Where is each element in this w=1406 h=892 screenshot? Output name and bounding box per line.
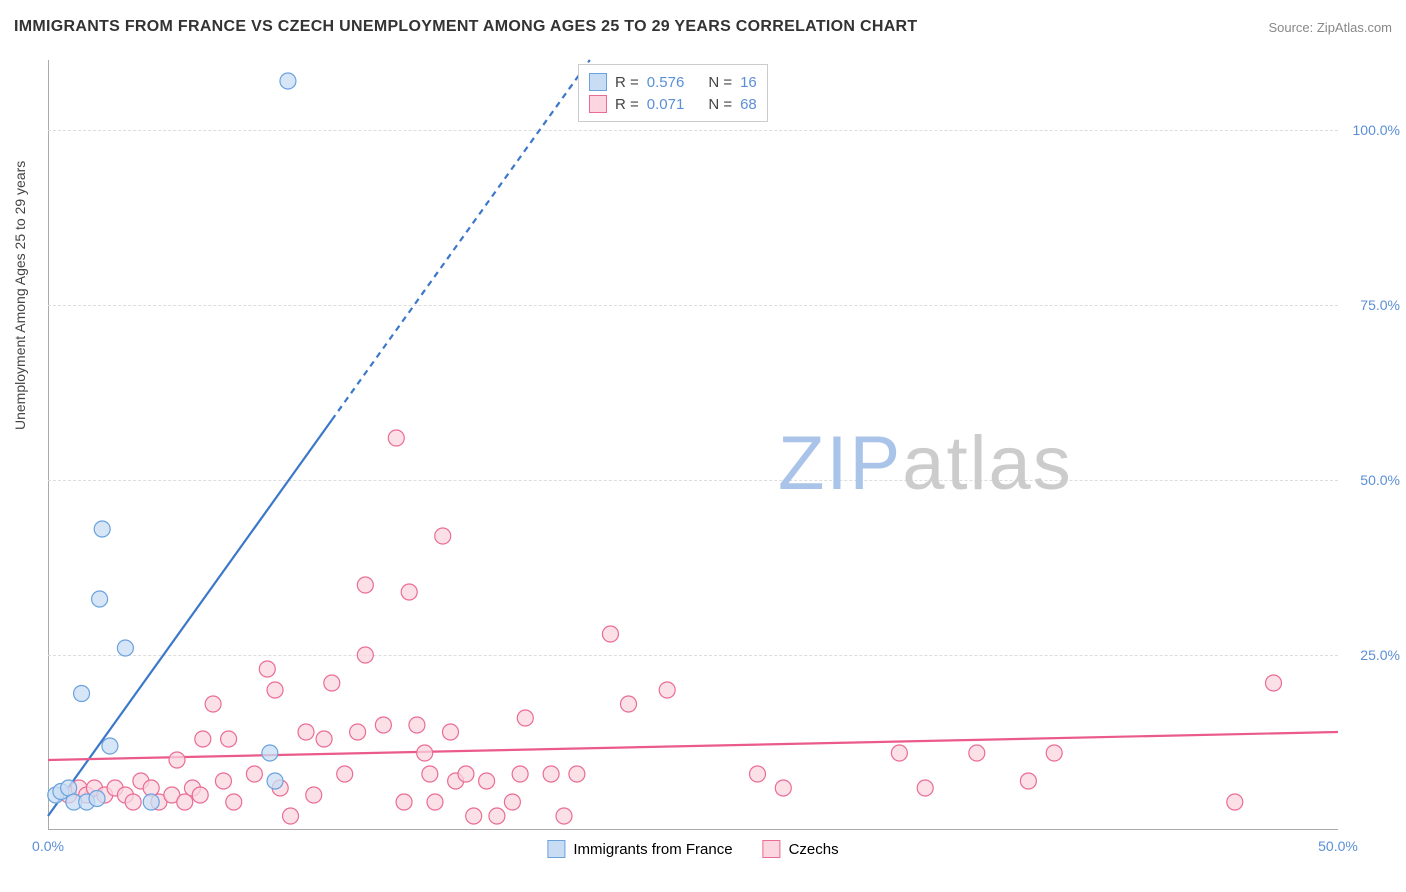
data-point [396,794,412,810]
data-point [1020,773,1036,789]
data-point [504,794,520,810]
n-value-czechs: 68 [740,96,757,113]
n-label: N = [708,74,732,91]
data-point [1227,794,1243,810]
data-point [262,745,278,761]
data-point [442,724,458,740]
data-point [324,675,340,691]
chart-title: IMMIGRANTS FROM FRANCE VS CZECH UNEMPLOY… [14,18,918,36]
legend-row-france: R = 0.576 N = 16 [589,71,757,93]
data-point [298,724,314,740]
data-point [316,731,332,747]
data-point [94,521,110,537]
y-tick-label: 25.0% [1344,647,1400,663]
data-point [543,766,559,782]
data-point [283,808,299,824]
data-point [337,766,353,782]
data-point [267,773,283,789]
data-point [350,724,366,740]
chart-canvas [48,60,1338,830]
data-point [102,738,118,754]
data-point [357,647,373,663]
data-point [125,794,141,810]
correlation-legend: R = 0.576 N = 16 R = 0.071 N = 68 [578,64,768,122]
series-legend-czechs: Czechs [763,840,839,858]
data-point [177,794,193,810]
data-point [602,626,618,642]
data-point [226,794,242,810]
trend-line-dashed [332,60,590,420]
r-label: R = [615,74,639,91]
data-point [569,766,585,782]
y-axis-label: Unemployment Among Ages 25 to 29 years [12,161,28,430]
data-point [205,696,221,712]
data-point [427,794,443,810]
data-point [466,808,482,824]
y-tick-label: 50.0% [1344,472,1400,488]
data-point [775,780,791,796]
data-point [458,766,474,782]
r-value-czechs: 0.071 [647,96,685,113]
data-point [192,787,208,803]
title-bar: IMMIGRANTS FROM FRANCE VS CZECH UNEMPLOY… [14,18,1392,36]
r-value-france: 0.576 [647,74,685,91]
data-point [517,710,533,726]
data-point [659,682,675,698]
legend-swatch-czechs [589,95,607,113]
data-point [117,640,133,656]
data-point [306,787,322,803]
source-attribution: Source: ZipAtlas.com [1268,20,1392,35]
data-point [221,731,237,747]
x-tick-label: 0.0% [32,838,64,854]
data-point [280,73,296,89]
data-point [215,773,231,789]
n-value-france: 16 [740,74,757,91]
data-point [1266,675,1282,691]
series-legend-france: Immigrants from France [547,840,732,858]
data-point [388,430,404,446]
data-point [143,794,159,810]
data-point [479,773,495,789]
series-name-france: Immigrants from France [573,841,732,858]
data-point [74,686,90,702]
data-point [422,766,438,782]
legend-swatch-france [589,73,607,91]
data-point [89,791,105,807]
data-point [267,682,283,698]
r-label: R = [615,96,639,113]
legend-swatch-czechs [763,840,781,858]
series-legend: Immigrants from France Czechs [547,840,838,858]
data-point [512,766,528,782]
data-point [917,780,933,796]
data-point [409,717,425,733]
data-point [1046,745,1062,761]
data-point [92,591,108,607]
series-name-czechs: Czechs [789,841,839,858]
data-point [401,584,417,600]
x-tick-label: 50.0% [1318,838,1358,854]
data-point [259,661,275,677]
data-point [169,752,185,768]
y-tick-label: 100.0% [1344,122,1400,138]
data-point [489,808,505,824]
data-point [435,528,451,544]
data-point [195,731,211,747]
trend-line [48,732,1338,760]
data-point [417,745,433,761]
data-point [357,577,373,593]
data-point [969,745,985,761]
data-point [750,766,766,782]
y-tick-label: 75.0% [1344,297,1400,313]
data-point [891,745,907,761]
data-point [621,696,637,712]
plot-region: 25.0%50.0%75.0%100.0% 0.0%50.0% ZIPatlas… [48,60,1338,830]
data-point [556,808,572,824]
data-point [246,766,262,782]
legend-swatch-france [547,840,565,858]
legend-row-czechs: R = 0.071 N = 68 [589,93,757,115]
data-point [375,717,391,733]
n-label: N = [708,96,732,113]
